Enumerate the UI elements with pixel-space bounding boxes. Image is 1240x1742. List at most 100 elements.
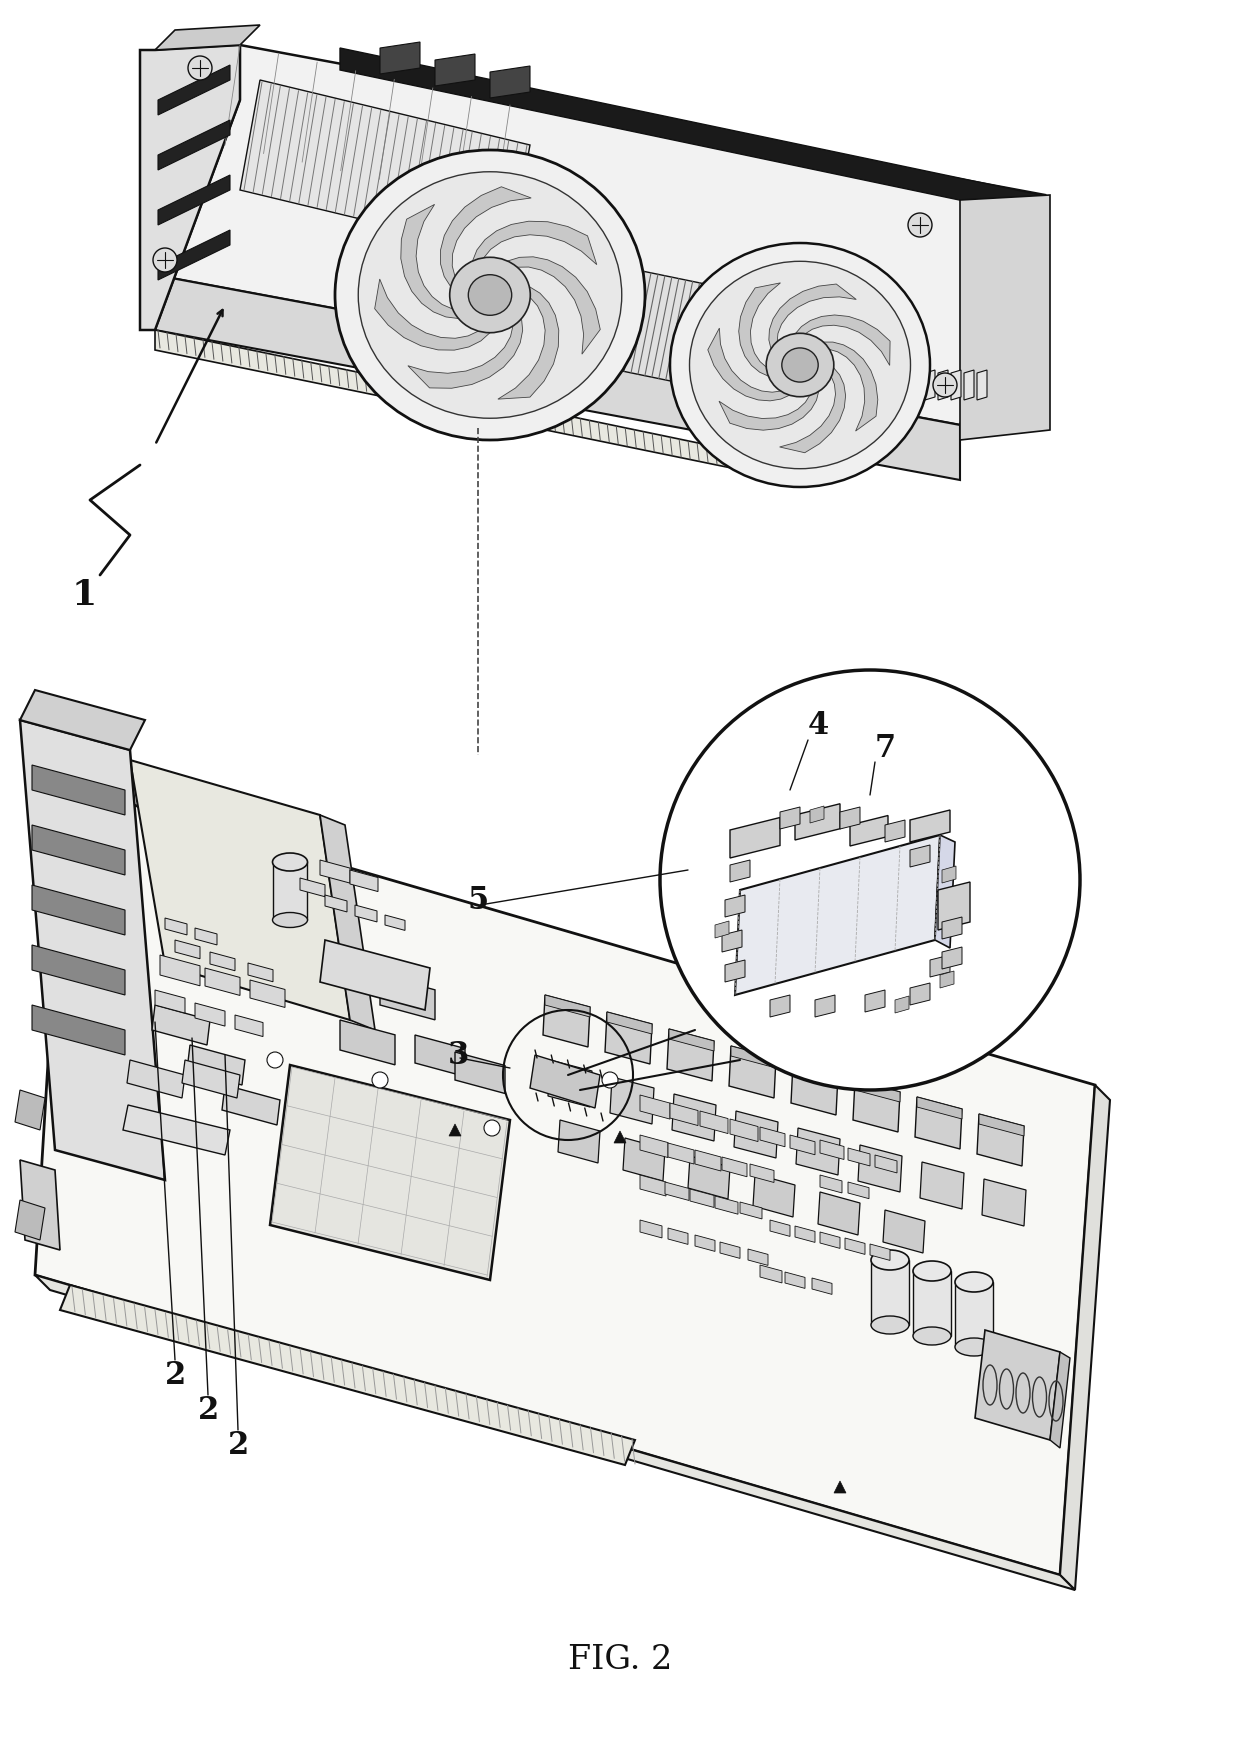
Polygon shape (472, 221, 596, 272)
Ellipse shape (870, 1315, 909, 1334)
Polygon shape (883, 1211, 925, 1252)
Polygon shape (770, 995, 790, 1017)
Polygon shape (670, 1030, 714, 1050)
Polygon shape (668, 1228, 688, 1244)
Ellipse shape (335, 150, 645, 441)
Polygon shape (320, 941, 430, 1010)
Polygon shape (187, 1045, 246, 1085)
Polygon shape (270, 1064, 510, 1280)
Polygon shape (960, 195, 1050, 441)
Polygon shape (791, 315, 890, 366)
Ellipse shape (670, 242, 930, 488)
Polygon shape (123, 1104, 229, 1155)
Polygon shape (548, 1059, 591, 1106)
Polygon shape (818, 1192, 861, 1235)
Polygon shape (839, 807, 861, 829)
Polygon shape (870, 1244, 890, 1261)
Polygon shape (760, 1265, 782, 1282)
Ellipse shape (955, 1338, 993, 1355)
Polygon shape (157, 174, 229, 225)
Polygon shape (32, 765, 125, 815)
Polygon shape (977, 369, 987, 401)
Polygon shape (951, 369, 961, 401)
Polygon shape (157, 230, 229, 280)
Polygon shape (640, 1219, 662, 1239)
Polygon shape (155, 24, 260, 51)
Polygon shape (722, 1157, 746, 1178)
Polygon shape (350, 869, 378, 892)
Ellipse shape (689, 261, 910, 469)
Polygon shape (640, 1136, 668, 1158)
Text: 7: 7 (875, 732, 897, 763)
Polygon shape (780, 807, 800, 829)
Polygon shape (236, 1016, 263, 1036)
Text: 5: 5 (467, 885, 489, 916)
Polygon shape (543, 995, 590, 1047)
Polygon shape (248, 963, 273, 982)
Polygon shape (810, 807, 825, 822)
Polygon shape (937, 369, 949, 401)
Polygon shape (126, 1059, 185, 1097)
Polygon shape (694, 1150, 720, 1171)
Polygon shape (32, 826, 125, 874)
Polygon shape (820, 1232, 839, 1249)
Polygon shape (558, 1120, 600, 1164)
Polygon shape (205, 969, 241, 995)
Polygon shape (60, 1286, 635, 1465)
Polygon shape (910, 810, 950, 841)
Text: 2: 2 (198, 1395, 219, 1425)
Polygon shape (175, 941, 200, 958)
Polygon shape (440, 186, 531, 294)
Polygon shape (977, 1113, 1024, 1165)
Polygon shape (688, 1157, 730, 1198)
Polygon shape (32, 1005, 125, 1056)
Polygon shape (672, 1094, 715, 1141)
Polygon shape (182, 1059, 241, 1097)
Polygon shape (942, 948, 962, 969)
Polygon shape (848, 1183, 869, 1198)
Polygon shape (858, 1144, 901, 1192)
Ellipse shape (913, 1261, 951, 1280)
Polygon shape (195, 1003, 224, 1026)
Polygon shape (665, 1183, 689, 1200)
Ellipse shape (358, 172, 621, 418)
Polygon shape (640, 1096, 670, 1118)
Polygon shape (955, 1282, 993, 1347)
Polygon shape (668, 1143, 694, 1164)
Polygon shape (856, 1080, 900, 1103)
Polygon shape (250, 981, 285, 1007)
Polygon shape (918, 1097, 962, 1118)
Polygon shape (546, 995, 590, 1017)
Circle shape (188, 56, 212, 80)
Polygon shape (770, 1219, 790, 1237)
Polygon shape (848, 1148, 870, 1165)
Polygon shape (340, 49, 1045, 218)
Polygon shape (1050, 1352, 1070, 1448)
Circle shape (372, 1071, 388, 1089)
Polygon shape (15, 1090, 45, 1131)
Polygon shape (935, 834, 955, 948)
Polygon shape (622, 1138, 665, 1181)
Polygon shape (608, 1012, 652, 1035)
Polygon shape (241, 80, 529, 254)
Polygon shape (769, 284, 857, 357)
Polygon shape (155, 989, 185, 1014)
Ellipse shape (469, 275, 512, 315)
Polygon shape (35, 1275, 1075, 1590)
Polygon shape (401, 204, 470, 319)
Polygon shape (844, 1239, 866, 1254)
Polygon shape (920, 1162, 963, 1209)
Polygon shape (794, 1063, 838, 1085)
Polygon shape (498, 256, 600, 354)
Polygon shape (735, 834, 940, 995)
Polygon shape (614, 1131, 626, 1143)
Polygon shape (15, 1200, 45, 1240)
Polygon shape (753, 1174, 795, 1218)
Polygon shape (760, 1127, 785, 1146)
Polygon shape (610, 1077, 653, 1124)
Polygon shape (910, 982, 930, 1005)
Polygon shape (355, 906, 377, 922)
Polygon shape (982, 1179, 1025, 1226)
Polygon shape (415, 1035, 465, 1077)
Polygon shape (750, 1164, 774, 1183)
